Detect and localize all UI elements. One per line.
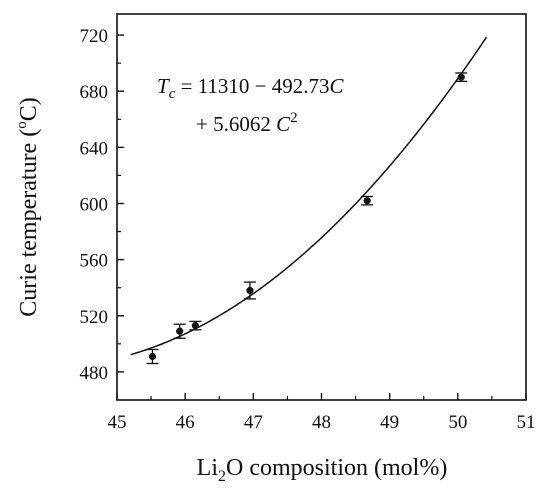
eq-rhs: = 11310 − 492.73 [175, 74, 329, 98]
data-point [246, 286, 254, 295]
eq-lhs-symbol: T [157, 74, 170, 98]
y-tick-label: 640 [80, 138, 109, 159]
x-tick-label: 47 [244, 412, 263, 433]
data-point [148, 352, 157, 361]
eq-lhs-subscript: c [169, 86, 176, 102]
y-tick-label: 720 [80, 26, 109, 47]
x-axis-title: Li2O composition (mol%) [197, 455, 448, 485]
y-axis-title: Curie temperature (oC) [14, 97, 42, 316]
y-title-sup: o [14, 121, 30, 129]
data-point [363, 197, 371, 205]
x-tick-label: 48 [312, 412, 331, 433]
x-title-pre: Li [197, 455, 219, 481]
x-tick-label: 46 [176, 412, 195, 433]
x-tick-label: 45 [108, 412, 127, 433]
equation-line-2: + 5.6062 C2 [196, 110, 298, 136]
data-point [191, 322, 199, 330]
y-tick-label: 520 [80, 307, 109, 328]
data-point [457, 73, 465, 81]
eq2-rhs: + 5.6062 [196, 112, 276, 136]
data-point [176, 327, 184, 335]
x-tick-label: 50 [448, 412, 467, 433]
x-tick-label: 49 [380, 412, 399, 433]
x-title-post: O composition (mol%) [226, 455, 447, 481]
equation-line-1: Tc = 11310 − 492.73C [157, 74, 345, 102]
y-tick-label: 560 [80, 251, 109, 272]
data-points [146, 72, 468, 365]
x-axis-ticks: 45 46 47 48 49 50 51 [108, 393, 536, 433]
fit-curve [130, 36, 488, 356]
y-title-pre: Curie temperature ( [16, 129, 42, 317]
y-tick-label: 680 [80, 82, 109, 103]
x-tick-label: 51 [517, 412, 536, 433]
eq-var: C [330, 74, 345, 98]
y-tick-label: 480 [80, 363, 109, 384]
plot-frame [116, 13, 527, 401]
y-axis-ticks: 480 520 560 600 640 680 720 [80, 26, 124, 384]
eq2-var: C [276, 112, 291, 136]
eq2-sup: 2 [290, 110, 298, 126]
y-tick-label: 600 [80, 194, 109, 215]
y-title-post: C) [16, 97, 42, 121]
x-title-sub: 2 [218, 468, 226, 485]
